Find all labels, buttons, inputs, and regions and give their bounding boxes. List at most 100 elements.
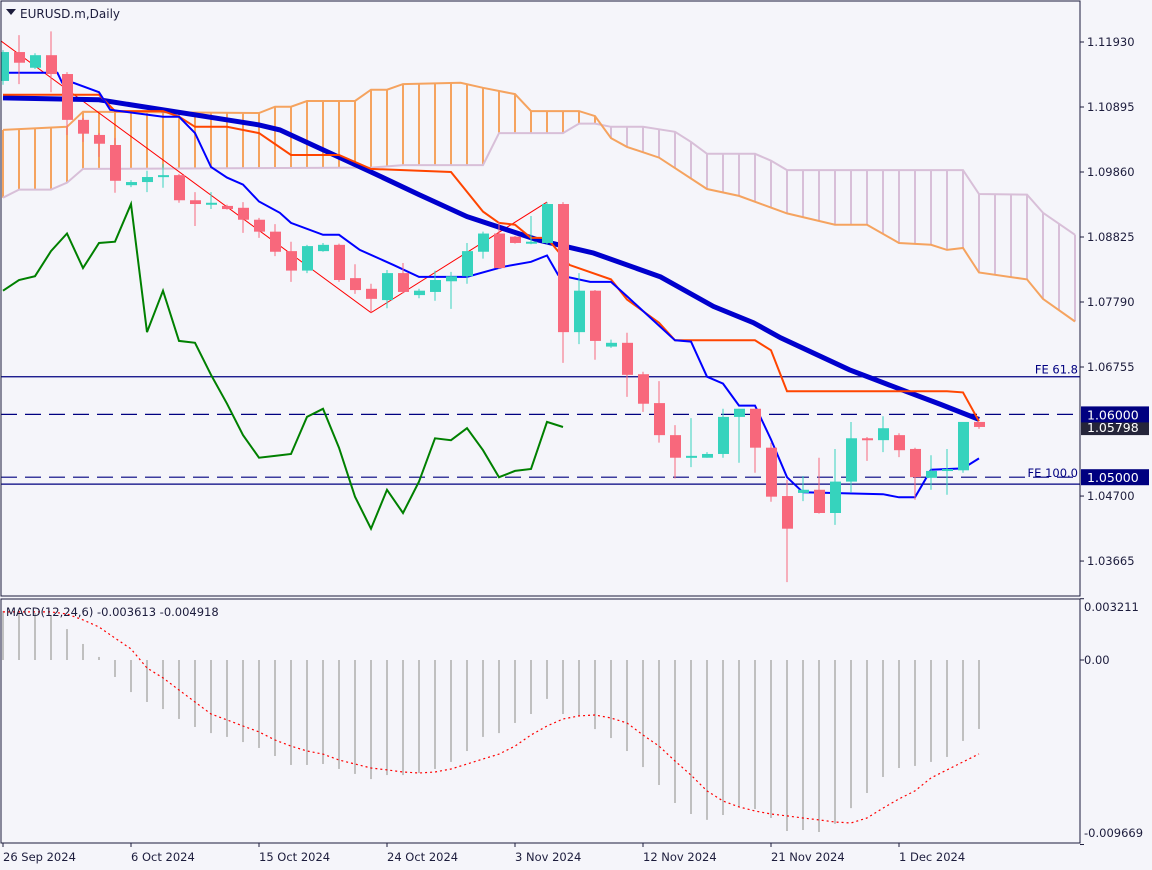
candle-body — [46, 55, 57, 75]
bearish-candle — [590, 290, 601, 360]
bullish-candle — [126, 180, 137, 188]
macd-panel[interactable] — [2, 610, 980, 832]
bearish-candle — [94, 133, 105, 157]
candle-body — [974, 421, 985, 427]
time-axis: 26 Sep 2024 6 Oct 2024 15 Oct 2024 24 Oct 2… — [2, 843, 965, 864]
bearish-candle — [110, 138, 121, 193]
bullish-candle — [318, 242, 329, 252]
candle-body — [78, 119, 89, 134]
candle-body — [158, 175, 169, 178]
candle-body — [94, 134, 105, 144]
candle-body — [958, 421, 969, 471]
moving-average-line — [2, 95, 980, 422]
candle-body — [254, 219, 265, 232]
candle-body — [462, 251, 473, 277]
candle-body — [302, 246, 313, 271]
bullish-candle — [686, 418, 697, 468]
candle-body — [494, 233, 505, 269]
candle-body — [286, 251, 297, 271]
bullish-candle — [478, 231, 489, 259]
bearish-candle — [558, 202, 569, 363]
candle-body — [62, 74, 73, 120]
senkou-span-b-line — [2, 122, 1076, 236]
bearish-candle — [222, 204, 233, 210]
candle-body — [14, 52, 25, 63]
bearish-candle — [782, 479, 793, 583]
candle-body — [798, 489, 809, 493]
bearish-candle — [78, 117, 89, 142]
bearish-candle — [814, 457, 825, 514]
bullish-candle — [206, 192, 217, 210]
candle-body — [190, 200, 201, 205]
bullish-candle — [830, 448, 841, 525]
price-tick-label: 1.10895 — [1087, 100, 1135, 114]
level-labels: FE 61.8 FE 100.0 — [1028, 363, 1078, 480]
dropdown-triangle-icon[interactable] — [6, 9, 16, 15]
chikou-span-line — [2, 200, 564, 532]
candle-body — [574, 290, 585, 333]
candle-body — [846, 438, 857, 482]
bearish-candle — [190, 192, 201, 227]
candle-body — [430, 280, 441, 292]
kijun-sen-line — [3, 93, 980, 422]
chart-title[interactable]: EURUSD.m,Daily — [6, 7, 120, 21]
macd-axis: 0.003211 0.00 -0.009669 — [1080, 598, 1143, 846]
candle-body — [686, 455, 697, 458]
bearish-candle — [334, 243, 345, 282]
bullish-candle — [430, 270, 441, 301]
candle-body — [926, 470, 937, 478]
bearish-candle — [350, 264, 361, 294]
candle-body — [542, 204, 553, 243]
bearish-candle — [974, 421, 985, 429]
symbol-timeframe-label: EURUSD.m,Daily — [20, 7, 120, 21]
bearish-candle — [622, 332, 633, 397]
candle-body — [366, 288, 377, 299]
candle-body — [334, 244, 345, 281]
price-tick-label: 1.03665 — [1087, 554, 1135, 568]
candle-body — [558, 204, 569, 333]
level-label: FE 100.0 — [1028, 466, 1078, 480]
time-tick-label: 6 Oct 2024 — [131, 850, 195, 864]
candle-body — [638, 374, 649, 404]
time-tick-label: 15 Oct 2024 — [259, 850, 330, 864]
macd-tick-label: -0.009669 — [1084, 826, 1143, 840]
candle-body — [734, 408, 745, 417]
candle-body — [206, 202, 217, 205]
bearish-candle — [398, 263, 409, 294]
candles — [1, 31, 985, 583]
macd-indicator-label: MACD(12,24,6) -0.003613 -0.004918 — [6, 605, 219, 619]
price-tick-label: 1.04700 — [1087, 489, 1135, 503]
candle-body — [382, 273, 393, 301]
candle-body — [238, 207, 249, 220]
price-tick-label: 1.11930 — [1087, 35, 1135, 49]
bullish-candle — [734, 408, 745, 463]
bearish-candle — [638, 371, 649, 412]
bullish-candle — [30, 53, 41, 70]
bullish-candle — [846, 421, 857, 493]
bullish-candle — [382, 269, 393, 309]
bullish-candle — [446, 271, 457, 309]
candle-body — [670, 435, 681, 458]
bullish-candle — [702, 452, 713, 458]
candle-body — [126, 182, 137, 186]
fibonacci-levels — [1, 376, 1080, 485]
bullish-candle — [942, 448, 953, 495]
bullish-candle — [878, 416, 889, 453]
bearish-candle — [510, 236, 521, 244]
senkou-span-a-line — [2, 81, 1076, 323]
candle-body — [894, 435, 905, 451]
bullish-candle — [414, 288, 425, 299]
bullish-candle — [1, 50, 9, 85]
price-panel[interactable] — [0, 31, 1080, 583]
time-tick-label: 1 Dec 2024 — [899, 850, 965, 864]
candle-body — [318, 244, 329, 252]
price-tick-label: 1.09860 — [1087, 165, 1135, 179]
bullish-candle — [574, 273, 585, 345]
time-tick-label: 26 Sep 2024 — [3, 850, 76, 864]
time-tick-label: 12 Nov 2024 — [643, 850, 717, 864]
candle-body — [622, 342, 633, 375]
bearish-candle — [654, 381, 665, 443]
bearish-candle — [750, 408, 761, 473]
